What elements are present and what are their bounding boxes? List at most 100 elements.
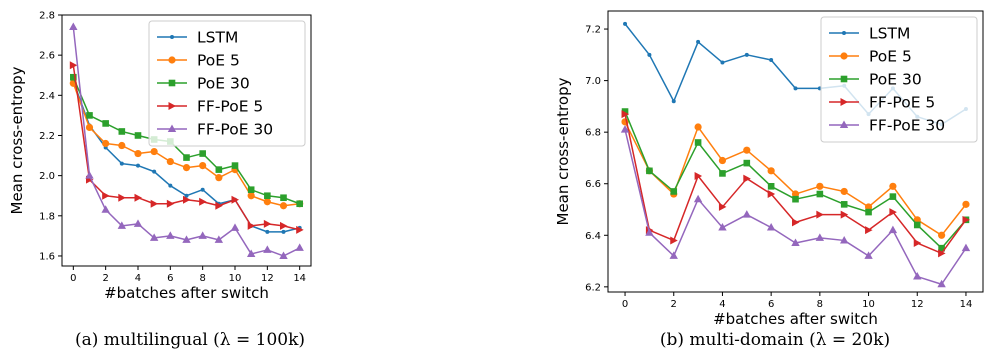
chart-b-point-poe-30 <box>694 139 702 146</box>
chart-b-point-ff-poe-30 <box>840 235 849 244</box>
chart-b-ytick-label: 6.4 <box>585 231 601 242</box>
chart-b-point-lstm <box>696 39 701 44</box>
chart-a-point-poe-5 <box>118 141 126 150</box>
chart-a-point-poe-30 <box>86 112 93 119</box>
caption-b: (b) multi-domain (λ = 20k) <box>660 330 890 350</box>
chart-a-point-ff-poe-30 <box>214 235 224 243</box>
chart-a-point-ff-poe-5 <box>215 201 223 210</box>
chart-b-point-poe-30 <box>743 159 751 167</box>
chart-b-xtick-label: 8 <box>817 299 823 310</box>
chart-a-legend-label-poe-5: PoE 5 <box>197 52 240 70</box>
chart-a-legend-label-ff-poe-30: FF-PoE 30 <box>197 121 273 139</box>
chart-b-legend-label-lstm: LSTM <box>869 25 910 43</box>
chart-b-legend-label-ff-poe-5: FF-PoE 5 <box>869 94 935 112</box>
chart-a-point-poe-30 <box>102 120 109 127</box>
chart-a-legend-label-poe-30: PoE 30 <box>197 75 250 93</box>
chart-b-point-poe-5 <box>913 216 921 224</box>
chart-a-point-ff-poe-5 <box>296 225 304 234</box>
chart-b-point-ff-poe-5 <box>718 202 727 211</box>
chart-b-point-poe-30 <box>670 188 678 195</box>
chart-b-point-ff-poe-5 <box>889 208 897 217</box>
chart-b-point-ff-poe-30 <box>791 238 800 247</box>
chart-a-ytick-label: 2.8 <box>39 11 55 22</box>
chart-a-point-poe-5 <box>215 174 223 182</box>
chart-a-xtick-label: 10 <box>229 273 242 284</box>
chart-b-point-lstm <box>623 21 628 26</box>
chart-a-point-lstm <box>119 161 124 166</box>
chart-a-point-ff-poe-30 <box>85 171 94 179</box>
chart-b-y-axis-label: Mean cross-entropy <box>554 77 572 225</box>
chart-a-ytick-label: 2.2 <box>39 131 55 142</box>
chart-b-point-ff-poe-30 <box>888 225 898 234</box>
chart-a-point-poe-5 <box>182 164 191 172</box>
chart-b-point-ff-poe-30 <box>815 233 825 241</box>
chart-a-point-ff-poe-30 <box>198 231 207 239</box>
chart-b: 0 2 4 6 8 10 12 14 6.2 6.4 6.6 6.8 7.0 7.2 #batches af… <box>554 10 984 328</box>
chart-b-x-axis-label: #batches after switch <box>713 310 878 328</box>
chart-a-legend-marker-poe-30 <box>168 79 176 87</box>
chart-b-xtick-label: 0 <box>622 299 628 310</box>
chart-b-point-poe-30 <box>792 195 799 203</box>
chart-b-point-poe-30 <box>938 244 945 252</box>
chart-a-ytick-label: 1.8 <box>39 211 55 222</box>
chart-b-point-poe-30 <box>646 167 653 175</box>
chart-b-point-lstm <box>744 52 749 57</box>
chart-b-ytick-label: 6.8 <box>585 128 601 139</box>
chart-a-ytick-label: 2.6 <box>39 51 55 62</box>
chart-b-legend-label-poe-5: PoE 5 <box>869 48 912 66</box>
chart-a-point-ff-poe-30 <box>149 233 159 241</box>
chart-b-legend-box <box>820 16 978 143</box>
chart-a-point-poe-5 <box>85 123 94 132</box>
chart-b-point-ff-poe-30 <box>693 194 703 203</box>
chart-b-point-poe-5 <box>864 203 873 211</box>
chart-b-series-line-ff-poe-30 <box>624 129 967 286</box>
chart-a-point-ff-poe-5 <box>280 221 288 230</box>
chart-b-point-ff-poe-5 <box>743 174 751 183</box>
chart-a-legend-label-ff-poe-5: FF-PoE 5 <box>197 98 263 116</box>
chart-b-point-ff-poe-30 <box>742 210 751 218</box>
chart-b-point-ff-poe-30 <box>620 125 630 133</box>
chart-b-point-ff-poe-5 <box>865 226 873 235</box>
chart-b-point-lstm <box>647 52 652 57</box>
chart-a-point-ff-poe-5 <box>166 199 175 208</box>
chart-a-point-poe-5 <box>166 157 174 166</box>
chart-a-point-ff-poe-30 <box>246 249 256 257</box>
chart-b-point-ff-poe-30 <box>766 223 776 231</box>
chart-b-legend-marker-poe-5 <box>840 52 848 60</box>
chart-a-legend-box <box>148 20 306 147</box>
chart-a-point-poe-30 <box>70 73 77 81</box>
chart-b-point-poe-5 <box>962 200 970 208</box>
chart-a-point-ff-poe-30 <box>182 235 191 243</box>
chart-a-ytick-label: 2.0 <box>39 171 55 182</box>
chart-a-point-poe-5 <box>102 139 110 148</box>
chart-b-point-ff-poe-5 <box>621 110 630 119</box>
chart-a-point-lstm <box>200 187 205 192</box>
chart-a-point-lstm <box>135 163 140 168</box>
chart-a-point-lstm <box>152 169 157 174</box>
chart-a-point-poe-30 <box>183 154 190 161</box>
chart-a-point-ff-poe-5 <box>183 195 191 204</box>
chart-a-ytick-label: 2.4 <box>39 91 55 102</box>
chart-b-plot-frame <box>607 10 984 293</box>
chart-a-xtick-label: 12 <box>261 273 274 284</box>
chart-b-point-poe-5 <box>694 123 702 131</box>
caption-a: (a) multilingual (λ = 100k) <box>75 330 305 350</box>
chart-b-point-ff-poe-5 <box>840 210 849 219</box>
chart-a-xtick-label: 14 <box>293 273 306 284</box>
chart-b-legend-label-ff-poe-30: FF-PoE 30 <box>869 117 945 135</box>
chart-a-xtick-label: 0 <box>70 273 76 284</box>
chart-b-point-ff-poe-5 <box>816 210 824 219</box>
chart-a-xtick-label: 4 <box>135 273 141 284</box>
chart-a-legend-label-lstm: LSTM <box>197 29 238 47</box>
chart-b-point-ff-poe-30 <box>961 243 971 252</box>
chart-a-plot-frame <box>61 14 312 267</box>
chart-b-point-poe-5 <box>743 146 751 154</box>
chart-a-point-ff-poe-5 <box>118 193 126 202</box>
chart-a-point-poe-30 <box>296 200 303 208</box>
chart-a-point-lstm <box>168 183 173 188</box>
chart-b-xtick-label: 4 <box>719 299 725 310</box>
chart-a-point-ff-poe-5 <box>263 219 272 228</box>
chart-a-point-ff-poe-5 <box>102 191 110 200</box>
chart-a-point-poe-5 <box>199 162 207 170</box>
chart-b-point-poe-5 <box>767 167 775 175</box>
